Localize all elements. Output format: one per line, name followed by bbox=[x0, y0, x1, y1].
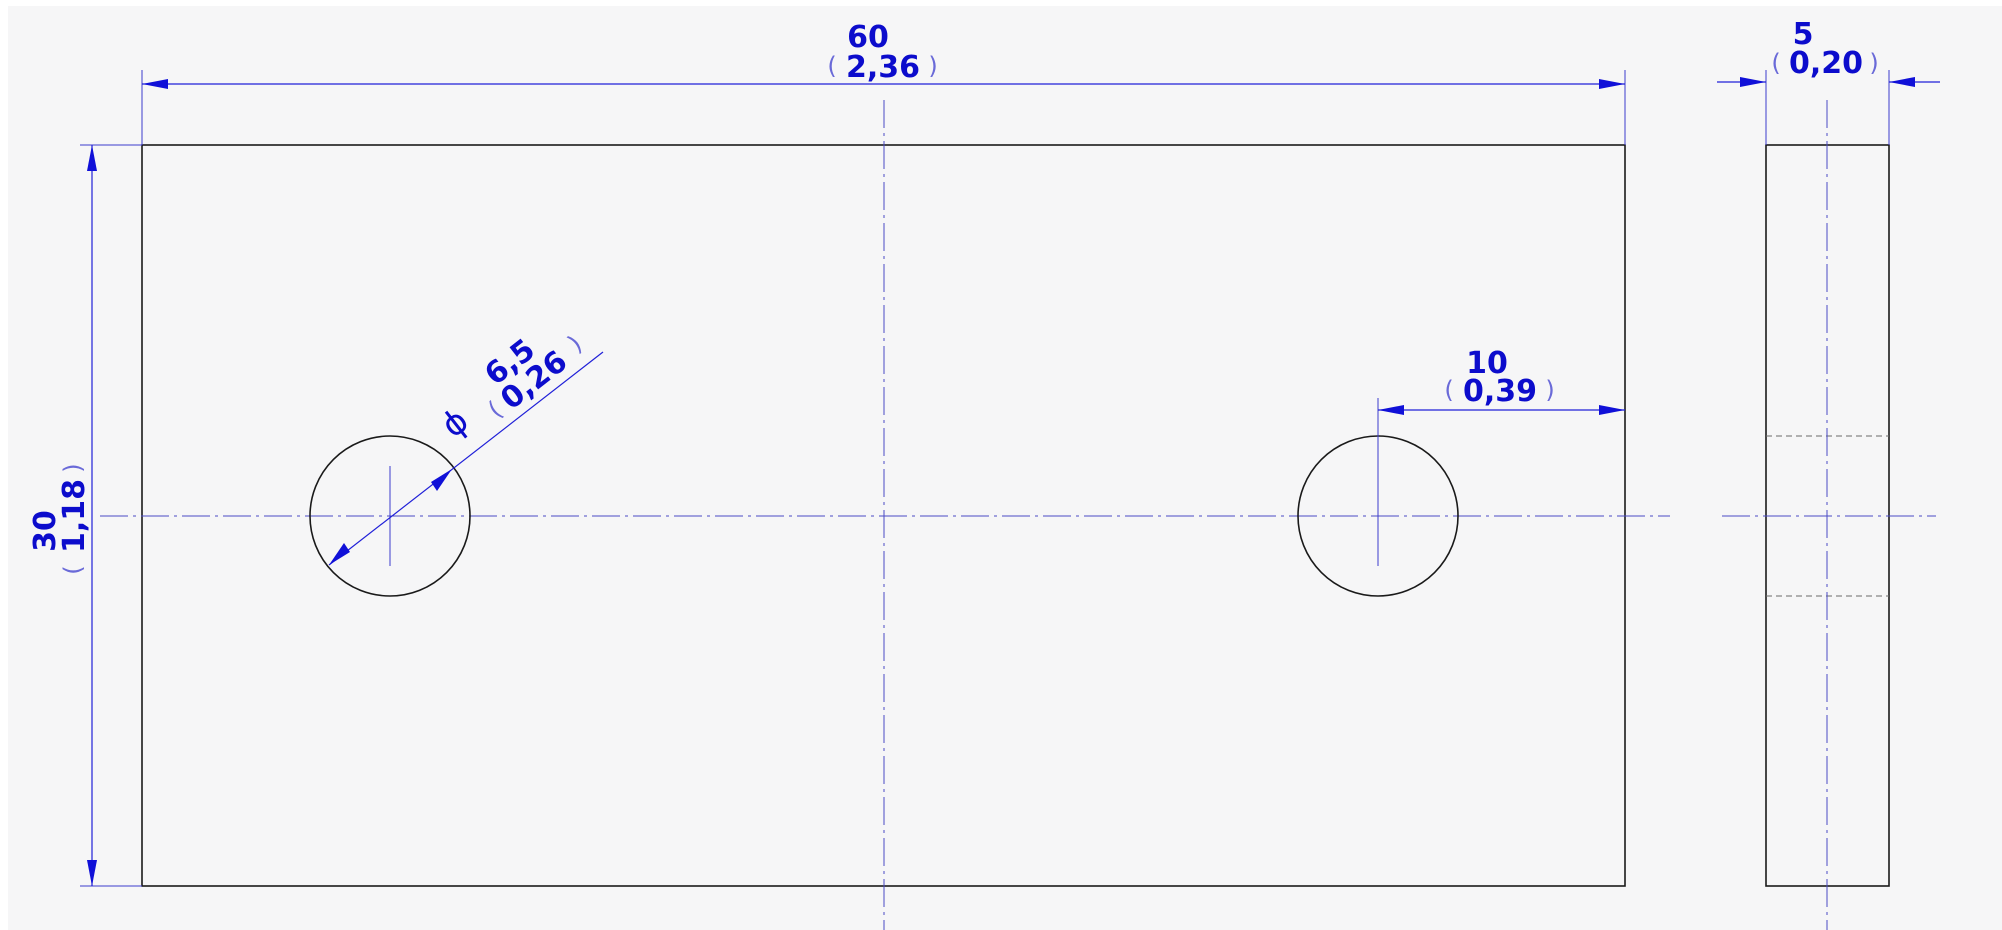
front-view bbox=[100, 100, 1670, 930]
offset-paren-open: ( bbox=[1444, 376, 1453, 404]
offset-arrow-left bbox=[1378, 405, 1404, 415]
thickness-value: 5 bbox=[1793, 17, 1814, 52]
offset-arrow-right bbox=[1599, 405, 1625, 415]
offset-value: 10 bbox=[1466, 346, 1508, 381]
length-arrow-right bbox=[1599, 79, 1625, 89]
hole-offset-dimension[interactable]: 10 ( 0,39 ) bbox=[1378, 346, 1625, 415]
offset-alt-value: 0,39 bbox=[1463, 374, 1537, 409]
length-paren-close: ) bbox=[928, 52, 937, 80]
thickness-alt-value: 0,20 bbox=[1789, 46, 1863, 81]
length-arrow-left bbox=[142, 79, 168, 89]
thickness-dimension[interactable]: 5 ( 0,20 ) bbox=[1717, 17, 1940, 145]
thickness-paren-open: ( bbox=[1771, 49, 1780, 77]
diameter-arrow-outer bbox=[431, 469, 452, 491]
thickness-arrow-left bbox=[1740, 77, 1766, 87]
length-dimension[interactable]: 60 ( 2,36 ) bbox=[141, 20, 1626, 145]
height-value: 30 bbox=[28, 510, 63, 552]
diameter-arrow-inner bbox=[329, 543, 350, 565]
side-view bbox=[1722, 100, 1936, 930]
height-paren-open: ( bbox=[59, 565, 87, 574]
length-paren-open: ( bbox=[827, 52, 836, 80]
length-alt-value: 2,36 bbox=[846, 50, 920, 85]
length-value: 60 bbox=[847, 20, 889, 55]
height-dimension[interactable]: 30 ( 1,18 ) bbox=[28, 144, 142, 887]
offset-paren-close: ) bbox=[1545, 376, 1554, 404]
height-alt-value: 1,18 bbox=[57, 479, 92, 553]
height-arrow-bottom bbox=[87, 860, 97, 886]
height-arrow-top bbox=[87, 145, 97, 171]
thickness-arrow-right bbox=[1889, 77, 1915, 87]
left-hole bbox=[309, 435, 471, 597]
diameter-leader-line bbox=[328, 351, 604, 566]
height-paren-close: ) bbox=[59, 463, 87, 472]
thickness-paren-close: ) bbox=[1869, 49, 1878, 77]
drawing-sheet bbox=[8, 6, 2002, 930]
